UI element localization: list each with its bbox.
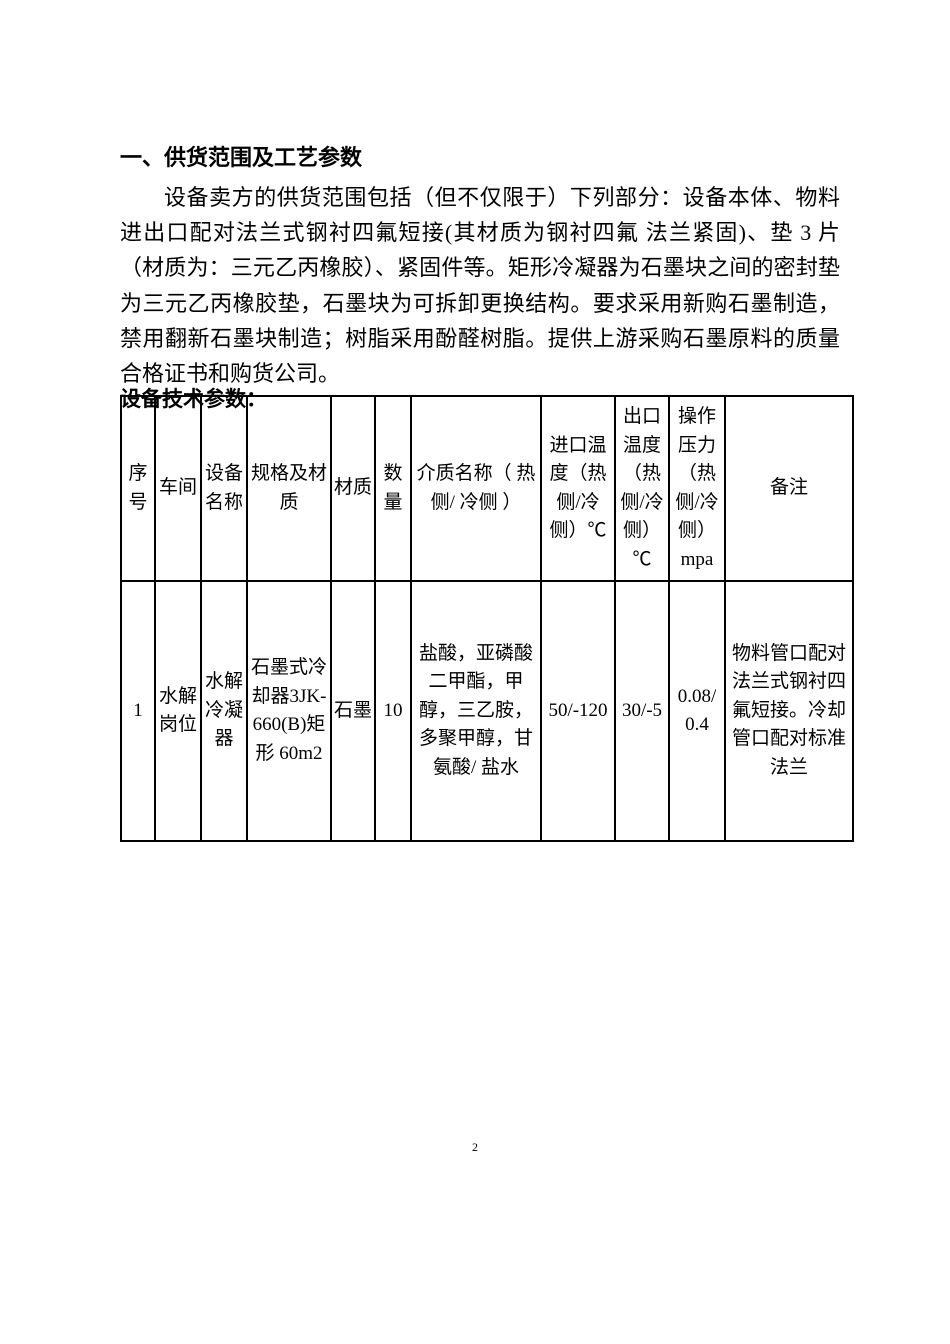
th-seq: 序号 <box>121 396 155 581</box>
spec-table: 序号 车间 设备名称 规格及材质 材质 数量 介质名称（ 热侧/ 冷侧 ） 进口… <box>120 395 854 842</box>
page-number: 2 <box>0 1140 950 1155</box>
th-equip-name: 设备名称 <box>201 396 247 581</box>
th-pressure: 操作压力（热侧/冷侧）mpa <box>669 396 725 581</box>
td-material: 石墨 <box>331 581 375 841</box>
th-qty: 数量 <box>375 396 411 581</box>
table-row: 1 水解岗位 水解冷凝器 石墨式冷却器3JK-660(B)矩形 60m2 石墨 … <box>121 581 853 841</box>
td-outlet: 30/-5 <box>615 581 669 841</box>
th-outlet: 出口温度（热侧/冷侧）℃ <box>615 396 669 581</box>
td-pressure: 0.08/0.4 <box>669 581 725 841</box>
param-title: 设备技术参数： <box>120 383 840 413</box>
body-paragraph: 设备卖方的供货范围包括（但不仅限于）下列部分：设备本体、物料进出口配对法兰式钢衬… <box>120 180 840 391</box>
td-qty: 10 <box>375 581 411 841</box>
table-header-row: 序号 车间 设备名称 规格及材质 材质 数量 介质名称（ 热侧/ 冷侧 ） 进口… <box>121 396 853 581</box>
td-seq: 1 <box>121 581 155 841</box>
td-spec: 石墨式冷却器3JK-660(B)矩形 60m2 <box>247 581 331 841</box>
th-spec: 规格及材质 <box>247 396 331 581</box>
section-title: 一、供货范围及工艺参数 <box>120 140 840 172</box>
th-remark: 备注 <box>725 396 853 581</box>
td-remark: 物料管口配对法兰式钢衬四氟短接。冷却管口配对标准法兰 <box>725 581 853 841</box>
td-equip-name: 水解冷凝器 <box>201 581 247 841</box>
td-medium: 盐酸，亚磷酸二甲酯，甲醇，三乙胺，多聚甲醇，甘氨酸/ 盐水 <box>411 581 541 841</box>
th-material: 材质 <box>331 396 375 581</box>
th-workshop: 车间 <box>155 396 201 581</box>
th-inlet: 进口温度（热侧/冷侧）℃ <box>541 396 615 581</box>
th-medium: 介质名称（ 热侧/ 冷侧 ） <box>411 396 541 581</box>
td-workshop: 水解岗位 <box>155 581 201 841</box>
td-inlet: 50/-120 <box>541 581 615 841</box>
